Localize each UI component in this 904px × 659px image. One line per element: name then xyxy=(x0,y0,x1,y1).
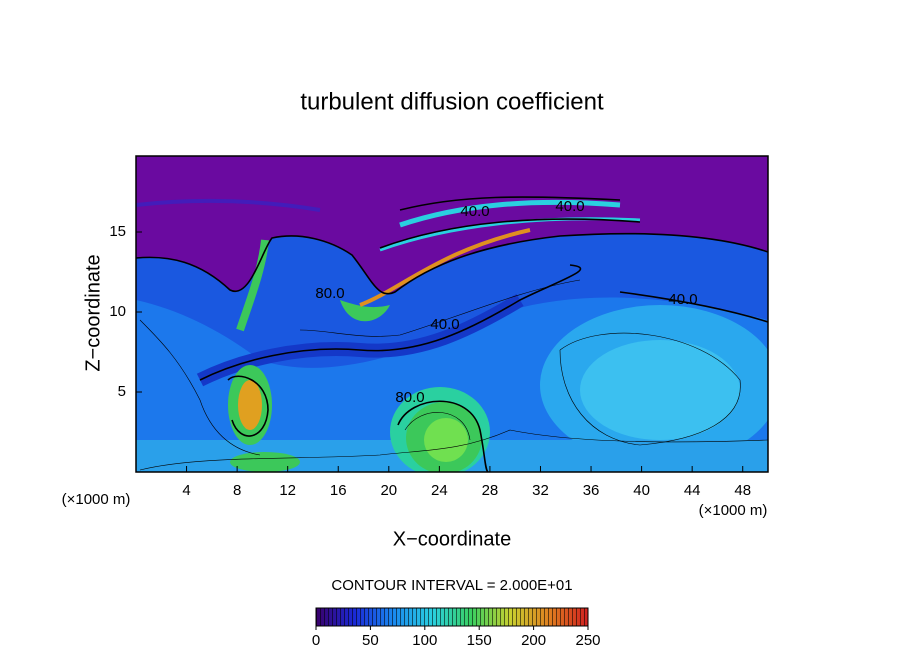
colorbar-tick-label: 150 xyxy=(467,632,492,649)
x-tick-label: 44 xyxy=(684,482,701,499)
chart-title: turbulent diffusion coefficient xyxy=(300,88,604,115)
contour-label: 40.0 xyxy=(430,316,459,333)
y-tick-label: 15 xyxy=(109,223,126,240)
contour-label: 40.0 xyxy=(668,291,697,308)
x-tick-label: 28 xyxy=(482,482,499,499)
contour-label: 40.0 xyxy=(460,203,489,220)
colorbar-tick-label: 0 xyxy=(312,632,320,649)
colorbar-frame xyxy=(315,607,589,627)
contour-label: 80.0 xyxy=(395,389,424,406)
y-axis-label: Z−coordinate xyxy=(82,254,104,371)
colorbar-tick-label: 50 xyxy=(362,632,379,649)
y-axis-unit: (×1000 m) xyxy=(62,491,131,508)
colorbar-tick-label: 100 xyxy=(412,632,437,649)
y-tick-label: 10 xyxy=(109,303,126,320)
plot-frame xyxy=(135,155,769,473)
x-tick-label: 40 xyxy=(633,482,650,499)
contour-field xyxy=(136,156,768,472)
colorbar-tick-label: 250 xyxy=(575,632,600,649)
x-tick-label: 12 xyxy=(279,482,296,499)
x-tick-label: 4 xyxy=(182,482,190,499)
x-tick-label: 48 xyxy=(734,482,751,499)
contour-label: 40.0 xyxy=(555,198,584,215)
x-tick-label: 20 xyxy=(380,482,397,499)
contour-label: 80.0 xyxy=(315,285,344,302)
y-tick-label: 5 xyxy=(118,383,126,400)
colorbar-tick-label: 200 xyxy=(521,632,546,649)
x-tick-label: 8 xyxy=(233,482,241,499)
x-axis-unit: (×1000 m) xyxy=(699,502,768,519)
x-tick-label: 36 xyxy=(583,482,600,499)
x-tick-label: 24 xyxy=(431,482,448,499)
x-axis-label: X−coordinate xyxy=(393,528,511,550)
x-tick-label: 32 xyxy=(532,482,549,499)
x-tick-label: 16 xyxy=(330,482,347,499)
contour-interval: CONTOUR INTERVAL = 2.000E+01 xyxy=(331,577,572,594)
